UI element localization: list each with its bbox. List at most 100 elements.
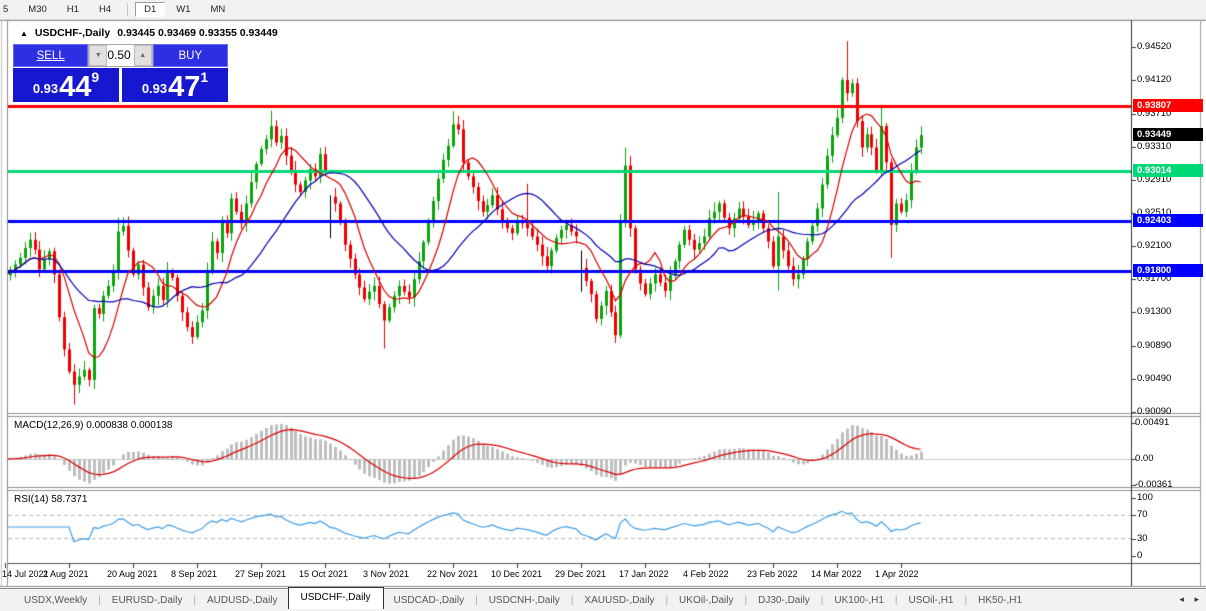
chart-tab-usdcnh[interactable]: USDCNH-,Daily	[488, 594, 560, 606]
price-axis-tick: 0.91300	[1137, 306, 1172, 318]
tab-divider: |	[665, 594, 669, 606]
buy-button-label: BUY	[178, 49, 203, 62]
price-level-badge: 0.93014	[1133, 164, 1203, 178]
price-axis-tick: 0.90490	[1137, 373, 1172, 385]
price-axis-tick: 0.91700	[1137, 273, 1172, 285]
tab-divider: |	[193, 594, 196, 606]
timeframe-button-5[interactable]: 5	[3, 4, 9, 15]
sell-button[interactable]: SELL	[13, 44, 89, 67]
tab-divider: |	[744, 594, 748, 606]
date-axis-label: 1 Apr 2022	[875, 569, 919, 579]
date-axis-label: 2 Aug 2021	[43, 569, 89, 579]
rsi-indicator-label: RSI(14) 58.7371	[14, 494, 87, 505]
volume-increase-icon[interactable]: ▲	[133, 45, 152, 66]
buy-button[interactable]: BUY	[152, 44, 228, 67]
timeframe-button-m30[interactable]: M30	[28, 4, 47, 15]
price-axis-tick: 0.92100	[1137, 240, 1172, 252]
volume-spinner: ▼ 0.50 ▲	[88, 44, 153, 67]
macd-name: MACD(12,26,9)	[14, 420, 84, 431]
chart-title-line: ▲ USDCHF-,Daily 0.93445 0.93469 0.93355 …	[20, 27, 278, 39]
tab-scroll-right-icon[interactable]: ▸	[1194, 594, 1203, 604]
chart-symbol-title: USDCHF-,Daily	[34, 27, 111, 39]
macd-values: 0.000838 0.000138	[86, 420, 173, 431]
rsi-axis-tick: 30	[1137, 532, 1148, 544]
buy-price-prefix: 0.93	[141, 81, 168, 96]
date-axis-label: 8 Sep 2021	[171, 569, 218, 579]
date-axis-label: 14 Mar 2022	[811, 569, 862, 579]
price-axis-tick: 0.94120	[1137, 73, 1172, 85]
chart-tab-bar: USDX,Weekly | EURUSD-,Daily | AUDUSD-,Daily U…	[0, 587, 1206, 611]
date-axis-label: 14 Jul 2021	[2, 569, 49, 579]
chart-tab-eurusd[interactable]: EURUSD-,Daily	[111, 594, 183, 606]
date-axis-label: 15 Oct 2021	[299, 569, 349, 579]
tab-scroll-left-icon[interactable]: ◂	[1179, 594, 1188, 604]
toolbar-separator	[127, 3, 129, 16]
chart-tab-usoil[interactable]: USOil-,H1	[908, 594, 954, 606]
tab-scroll-arrows: ◂ ▸	[1179, 594, 1203, 605]
sell-price-big-digits: 44	[59, 71, 92, 103]
chart-tab-usdx[interactable]: USDX,Weekly	[24, 594, 88, 606]
buy-price-display[interactable]: 0.93 47 1	[122, 68, 228, 102]
price-level-badge: 0.93449	[1133, 128, 1203, 142]
price-axis-tick: 0.93710	[1137, 107, 1172, 119]
macd-axis-tick: -0.00361	[1135, 479, 1173, 491]
date-axis-label: 4 Feb 2022	[683, 569, 729, 579]
volume-input[interactable]: 0.50	[107, 45, 134, 66]
price-axis-tick: 0.94520	[1137, 41, 1172, 52]
rsi-axis-tick: 70	[1137, 509, 1148, 521]
price-level-badge: 0.93807	[1133, 98, 1203, 112]
chart-tab-uk100[interactable]: UK100-,H1	[834, 594, 884, 606]
macd-axis-tick: 0.00491	[1135, 417, 1170, 429]
sell-price-display[interactable]: 0.93 44 9	[13, 68, 119, 102]
timeframe-button-h4[interactable]: H4	[98, 4, 112, 15]
rsi-axis-tick: 100	[1137, 492, 1153, 503]
chart-tab-dj30[interactable]: DJ30-,Daily	[758, 594, 810, 606]
buy-price-big-digits: 47	[168, 71, 201, 103]
price-axis-tick: 0.93310	[1137, 140, 1172, 152]
tab-divider: |	[475, 594, 478, 606]
tab-divider: |	[894, 594, 898, 606]
date-axis-label: 29 Dec 2021	[555, 569, 607, 579]
price-axis-tick: 0.92910	[1137, 173, 1172, 185]
tab-divider: |	[98, 594, 101, 606]
chart-tab-audusd[interactable]: AUDUSD-,Daily	[206, 594, 278, 606]
price-axis-tick: 0.92510	[1137, 206, 1172, 218]
chart-tab-xauusd[interactable]: XAUUSD-,Daily	[584, 594, 655, 606]
volume-decrease-icon[interactable]: ▼	[89, 45, 108, 66]
timeframe-button-w1[interactable]: W1	[176, 4, 191, 15]
buy-price-pipette: 1	[200, 69, 209, 85]
price-axis-tick: 0.90890	[1137, 340, 1172, 352]
chart-tab-hk50[interactable]: HK50-,H1	[978, 594, 1023, 606]
chart-tab-ukoil[interactable]: UKOil-,Daily	[679, 594, 734, 606]
timeframe-button-mn[interactable]: MN	[210, 4, 226, 15]
macd-axis-tick: 0.00	[1135, 453, 1154, 464]
chart-tab-usdcad[interactable]: USDCAD-,Daily	[393, 594, 465, 606]
timeframe-button-d1[interactable]: D1	[135, 2, 166, 17]
date-axis-label: 10 Dec 2021	[491, 569, 543, 579]
one-click-trade-panel: SELL ▼ 0.50 ▲ BUY 0.93 44 9 0.93 47 1	[13, 44, 228, 102]
sell-price-prefix: 0.93	[32, 81, 59, 96]
date-axis-label: 20 Aug 2021	[107, 569, 158, 579]
rsi-axis-tick: 0	[1137, 550, 1143, 561]
macd-indicator-label: MACD(12,26,9) 0.000838 0.000138	[14, 420, 172, 431]
sell-price-pipette: 9	[91, 69, 100, 85]
rsi-name: RSI(14)	[14, 494, 49, 505]
price-level-badge: 0.92403	[1133, 214, 1203, 228]
panel-toggle-icon[interactable]: ▲	[20, 28, 28, 38]
price-level-badge: 0.91800	[1133, 264, 1203, 278]
chart-tab-usdchf[interactable]: USDCHF-,Daily	[287, 587, 384, 609]
tab-divider: |	[570, 594, 574, 606]
date-axis-label: 17 Jan 2022	[619, 569, 669, 579]
timeframe-button-h1[interactable]: H1	[66, 4, 79, 15]
price-axis-tick: 0.90090	[1137, 405, 1172, 417]
timeframe-toolbar: 5 M30 H1 H4 D1 W1 MN	[0, 0, 1206, 20]
chart-ohlc-values: 0.93445 0.93469 0.93355 0.93449	[117, 27, 278, 39]
date-axis-label: 22 Nov 2021	[427, 569, 479, 579]
date-axis-label: 23 Feb 2022	[747, 569, 798, 579]
date-axis-label: 27 Sep 2021	[235, 569, 287, 579]
tab-divider: |	[964, 594, 968, 606]
date-axis-label: 3 Nov 2021	[363, 569, 410, 579]
tab-divider: |	[820, 594, 824, 606]
rsi-value: 58.7371	[51, 494, 88, 505]
